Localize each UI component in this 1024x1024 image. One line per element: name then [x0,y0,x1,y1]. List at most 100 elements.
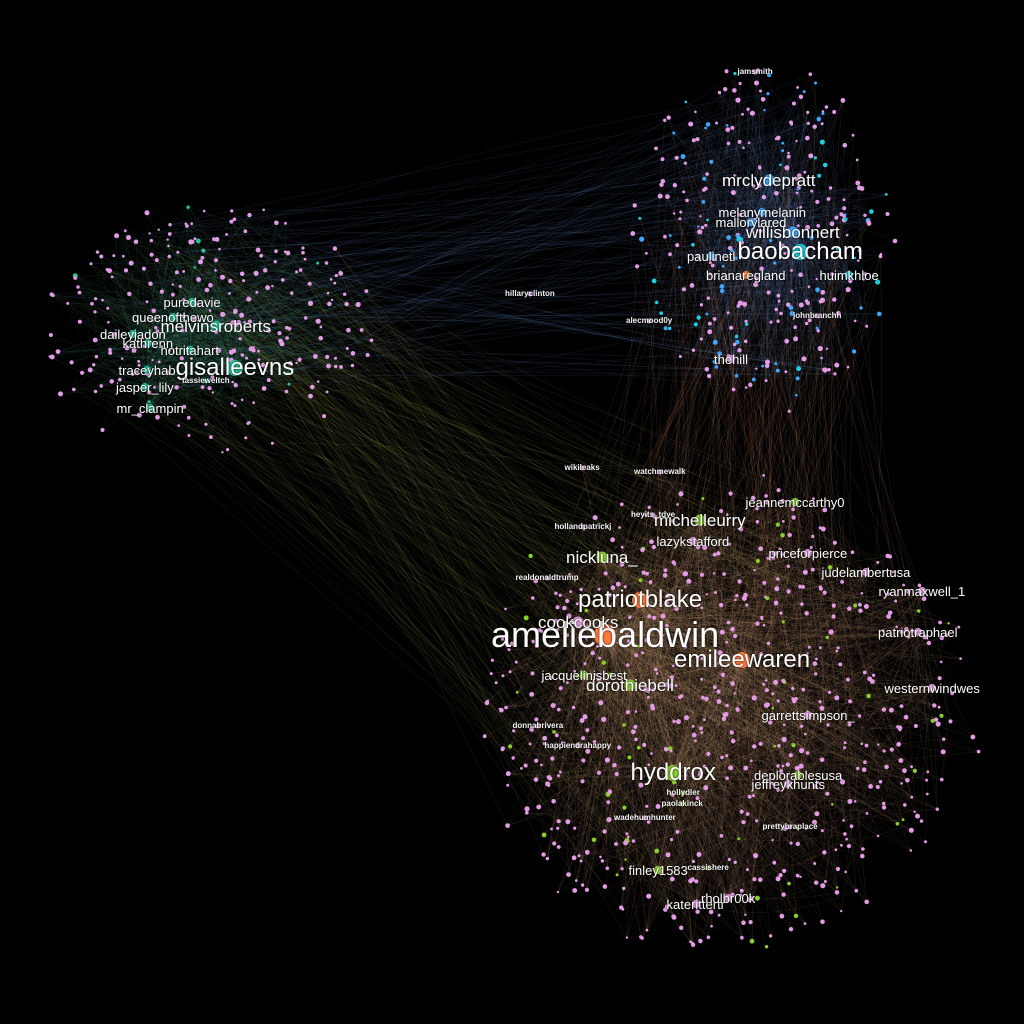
edge [537,725,720,916]
edge [639,599,693,944]
edge [736,251,801,376]
edge [792,111,825,233]
edge [681,793,850,805]
edge [672,592,825,774]
edge [701,179,770,340]
edge [509,634,606,747]
edge [672,679,849,774]
edge [799,187,860,253]
edge [604,592,825,636]
edge [699,519,940,679]
edge [604,634,698,799]
edge [741,659,904,820]
edge [757,521,919,633]
edge [792,231,835,300]
edge [673,132,801,253]
edge [557,607,674,774]
edge [601,556,808,754]
edge [741,636,909,661]
edge [602,519,701,861]
edge [604,634,742,812]
edge [565,556,603,617]
edge [768,179,855,352]
edge [672,772,847,840]
edge [544,743,697,905]
edge [583,671,681,698]
edge [604,593,862,636]
edge [571,621,595,840]
edge [768,179,866,216]
edge [574,556,603,829]
edge [546,577,667,750]
edge [601,556,781,876]
edge [711,161,801,253]
edge [705,127,801,253]
edge [795,175,820,253]
edge [724,590,923,716]
edge [741,659,912,798]
edge [577,586,804,747]
edge [646,659,743,931]
edge [768,179,867,327]
edge [673,562,743,661]
edge [759,166,801,253]
edge [696,659,743,882]
edge [859,590,923,717]
edge [672,738,944,774]
edge [639,599,838,888]
edge [648,714,809,823]
edge [601,556,869,697]
edge [505,519,701,610]
edge [750,571,867,899]
edge [787,783,905,806]
edge [604,604,722,636]
edge [672,643,769,774]
edge [741,659,911,851]
edge [577,543,730,623]
edge [659,471,764,685]
edge [776,774,799,879]
edge [605,573,659,871]
edge [787,562,879,785]
edge [639,599,892,711]
edge [537,630,599,727]
edge [727,698,794,899]
edge [639,599,733,684]
edge [562,599,641,743]
edge [583,674,723,758]
edge [639,599,816,787]
edge [676,157,801,253]
edge [695,653,742,905]
edge [753,179,776,380]
edge [586,610,743,661]
edge [697,139,801,253]
edge [639,599,736,603]
edge [727,765,784,899]
edge [727,553,776,899]
edge [671,677,789,785]
edge [626,501,796,636]
edge [548,526,584,778]
edge [629,684,672,840]
edge [604,634,815,864]
edge [604,634,799,829]
edge [792,123,823,233]
edge [505,595,641,610]
edge [604,634,881,782]
edge [683,179,770,290]
edge [583,674,784,895]
edge [768,122,796,181]
edge [627,519,701,666]
edge [577,621,637,740]
edge [672,726,802,774]
edge [690,123,770,181]
edge [741,555,799,661]
edge [555,621,674,774]
edge [583,674,698,912]
edge [639,599,733,895]
edge [629,684,845,749]
edge [699,519,904,586]
edge [580,634,610,862]
edge [639,594,925,601]
edge [692,631,919,880]
